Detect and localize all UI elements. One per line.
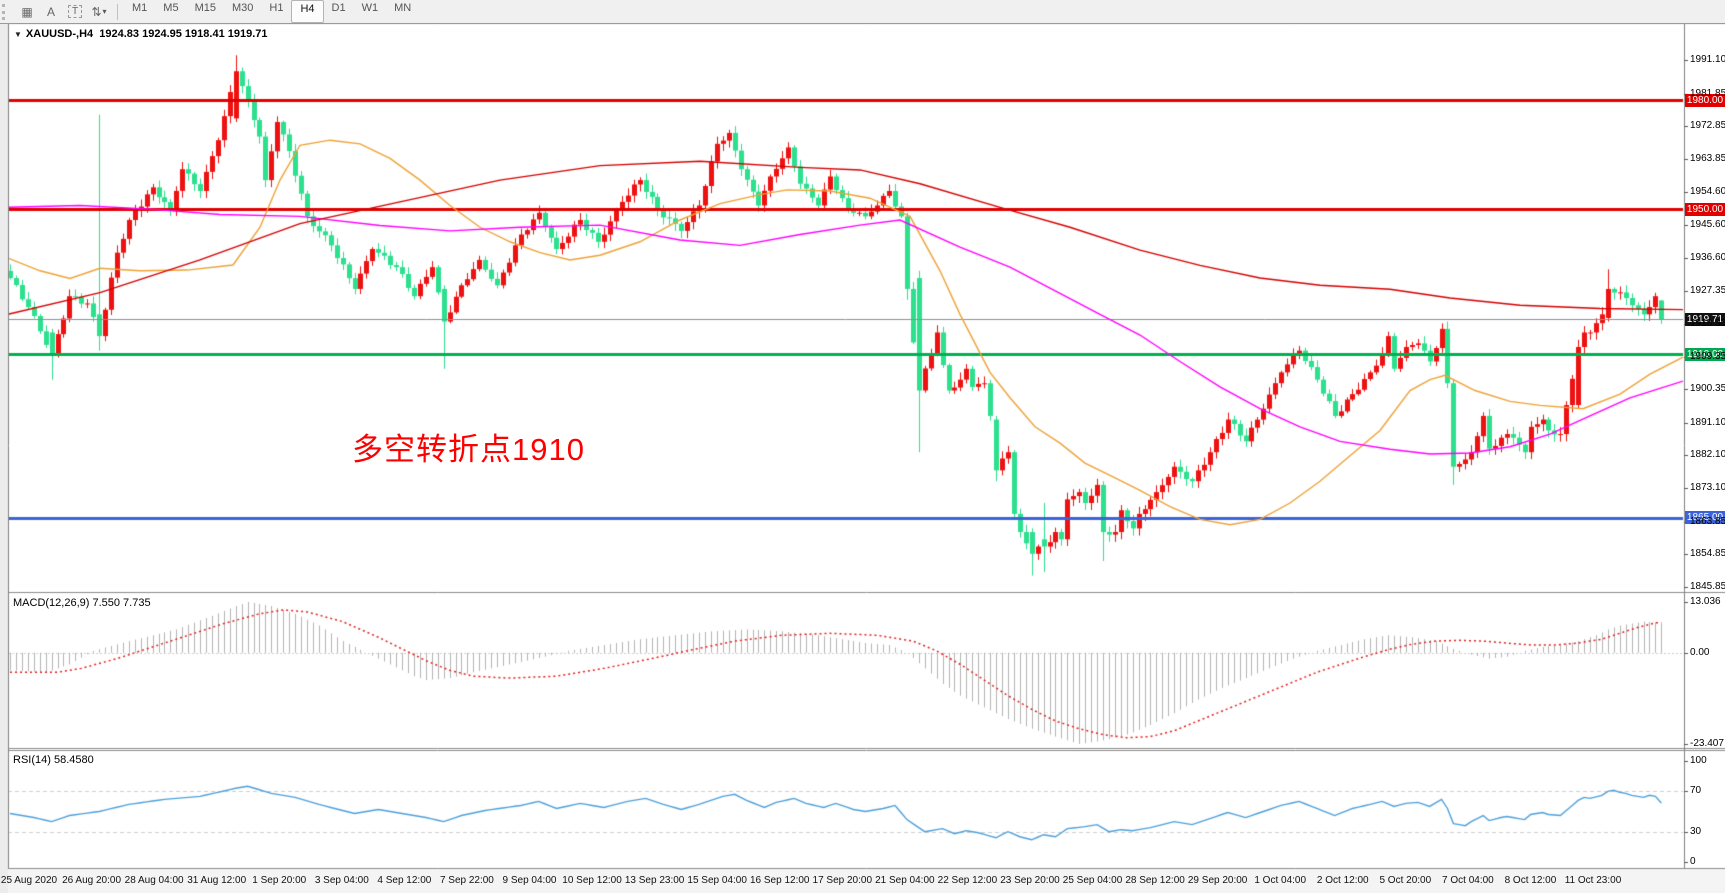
timeframe-button-M30[interactable]: M30 bbox=[231, 2, 254, 14]
toolbar-separator bbox=[117, 3, 118, 20]
timeframe-button-H4[interactable]: H4 bbox=[291, 0, 324, 23]
timeframe-group: M1 M5 M15 M30 H1 H4 D1 W1 MN bbox=[124, 0, 419, 23]
timeframe-button-H1[interactable]: H1 bbox=[269, 2, 284, 14]
cycle-arrows-icon[interactable]: ⇅ ▾ bbox=[88, 2, 110, 21]
chevron-down-icon[interactable]: ▾ bbox=[102, 7, 107, 16]
timeframe-button-D1[interactable]: D1 bbox=[331, 2, 346, 14]
timeframe-button-M5[interactable]: M5 bbox=[163, 2, 179, 14]
font-tool-icon[interactable]: A bbox=[46, 4, 55, 19]
toolbar: ▦ A T ⇅ ▾ M1 M5 M15 M30 H1 H4 D1 W1 MN bbox=[0, 0, 1725, 24]
cycle-arrows-glyph: ⇅ bbox=[91, 4, 102, 19]
timeframe-button-M15[interactable]: M15 bbox=[194, 2, 216, 14]
timeframe-button-W1[interactable]: W1 bbox=[361, 2, 379, 14]
timeframe-button-M1[interactable]: M1 bbox=[132, 2, 148, 14]
text-label-glyph: T bbox=[67, 5, 83, 18]
text-label-tool-icon[interactable]: T bbox=[64, 2, 86, 21]
toolbar-drag-handle[interactable] bbox=[2, 3, 11, 20]
chart-grid-icon[interactable]: ▦ bbox=[21, 4, 33, 19]
timeframe-button-MN[interactable]: MN bbox=[394, 2, 412, 14]
